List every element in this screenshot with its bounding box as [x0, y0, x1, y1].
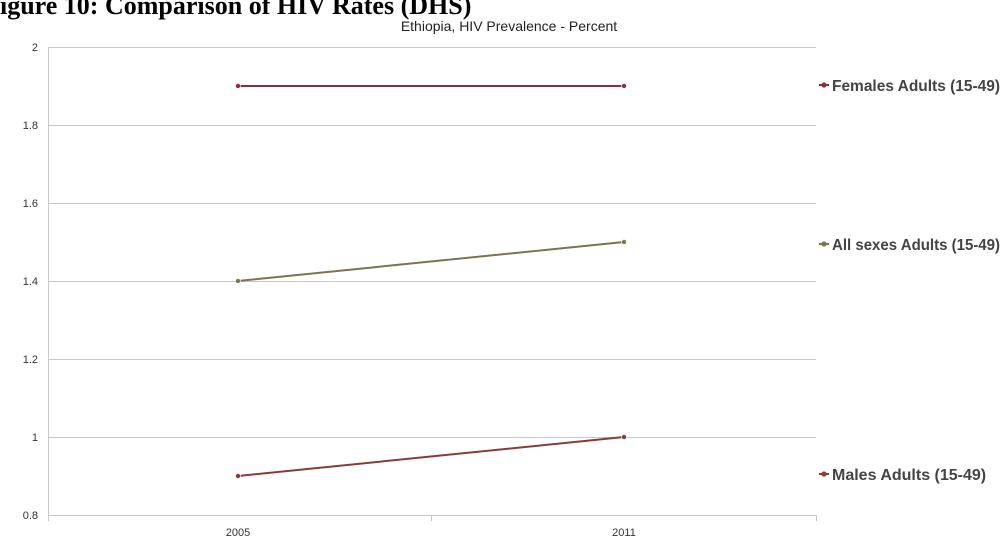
legend-swatch-marker — [821, 82, 827, 88]
y-tick-label: 1.2 — [23, 354, 38, 366]
y-tick-label: 0.8 — [23, 510, 38, 522]
legend: Females Adults (15-49) All sexes Adults (… — [819, 78, 1000, 484]
chart-title: Ethiopia, HIV Prevalence - Percent — [401, 18, 617, 34]
legend-item: All sexes Adults (15-49) — [819, 237, 1000, 254]
y-axis: 2 1.8 1.6 1.4 1.2 1 0.8 — [23, 42, 38, 522]
grid-lines — [48, 47, 816, 516]
data-point — [235, 278, 241, 284]
legend-item: Females Adults (15-49) — [819, 78, 1000, 95]
series-0 — [235, 83, 627, 89]
y-tick-label: 1.8 — [23, 120, 38, 132]
data-point — [235, 83, 241, 89]
y-tick-label: 1.6 — [23, 198, 38, 210]
page-heading: igure 10: Comparison of HIV Rates (DHS) — [0, 0, 472, 20]
y-tick-label: 1 — [32, 432, 38, 444]
data-point — [235, 473, 241, 479]
y-tick-label: 1.4 — [23, 276, 38, 288]
y-tick-label: 2 — [32, 42, 38, 54]
series-line — [237, 241, 625, 282]
legend-label: Males Adults (15-49) — [832, 467, 986, 484]
legend-swatch-marker — [821, 471, 827, 477]
x-axis: 2005 2011 — [48, 515, 817, 539]
legend-swatch-marker — [821, 241, 827, 247]
data-point — [621, 83, 627, 89]
data-point — [621, 239, 627, 245]
legend-item: Males Adults (15-49) — [819, 467, 986, 484]
legend-label: All sexes Adults (15-49) — [832, 237, 1000, 254]
series-layer — [235, 83, 627, 479]
x-tick-label: 2011 — [612, 527, 636, 539]
x-tick-label: 2005 — [226, 527, 250, 539]
series-1 — [235, 239, 627, 284]
series-line — [237, 436, 625, 477]
series-2 — [235, 434, 627, 479]
legend-label: Females Adults (15-49) — [832, 78, 1000, 95]
data-point — [621, 434, 627, 440]
